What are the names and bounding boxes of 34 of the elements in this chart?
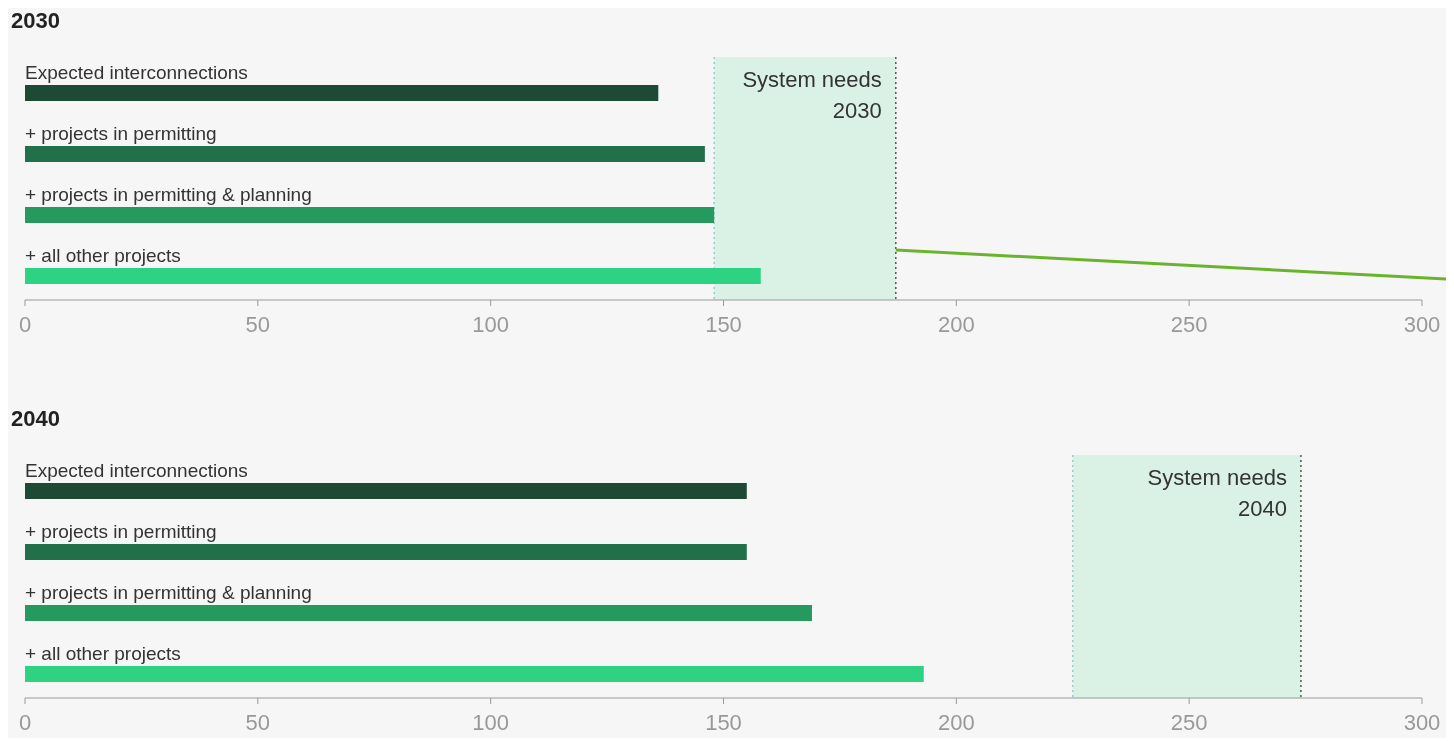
x-tick-label: 0	[18, 710, 32, 735]
y-tick-label: + projects in permitting & planning	[25, 184, 312, 205]
x-tick-label: 50	[245, 312, 271, 337]
y-tick-label: + projects in permitting & planning	[25, 582, 312, 603]
bar	[25, 146, 705, 162]
x-tick-label: 0	[18, 312, 32, 337]
x-tick-label: 50	[245, 710, 271, 735]
bar	[25, 483, 747, 499]
band-label: System needs 2040	[1147, 465, 1287, 521]
y-tick-label: + projects in permitting	[25, 123, 217, 144]
bar	[25, 666, 924, 682]
x-tick-label: 200	[937, 312, 975, 337]
y-tick-label: + all other projects	[25, 245, 181, 266]
x-tick-label: 300	[1403, 710, 1441, 735]
bar	[25, 207, 715, 223]
x-tick-label: 100	[472, 710, 510, 735]
y-tick-label: + all other projects	[25, 643, 181, 664]
x-tick-label: 150	[705, 312, 742, 337]
y-tick-label: Expected interconnections	[25, 460, 248, 481]
bar	[25, 544, 747, 560]
chart-title: 2040	[11, 406, 60, 431]
chart-title: 2030	[11, 8, 60, 33]
x-tick-label: 150	[705, 710, 742, 735]
bar	[25, 85, 659, 101]
x-tick-label: 250	[1170, 710, 1208, 735]
bar	[25, 605, 812, 621]
x-tick-label: 100	[472, 312, 510, 337]
x-tick-label: 300	[1403, 312, 1441, 337]
band-label: System needs 2030	[742, 67, 882, 123]
x-tick-label: 200	[937, 710, 975, 735]
x-tick-label: 250	[1170, 312, 1208, 337]
y-tick-label: Expected interconnections	[25, 62, 248, 83]
bar	[25, 268, 761, 284]
y-tick-label: + projects in permitting	[25, 521, 217, 542]
